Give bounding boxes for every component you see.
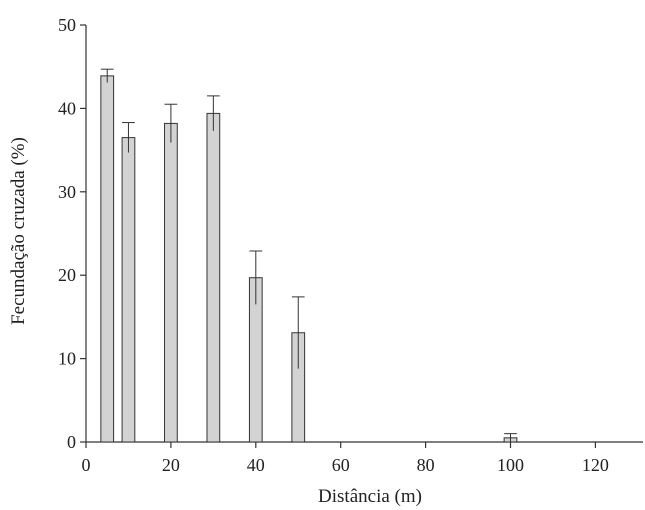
bar-group <box>206 95 221 443</box>
y-tick-label: 40 <box>58 98 76 118</box>
y-axis-title: Fecundação cruzada (%) <box>8 137 29 325</box>
y-tick-label: 50 <box>58 15 76 35</box>
x-tick-label: 0 <box>82 455 91 475</box>
bar-group <box>248 250 263 443</box>
y-tick-label: 0 <box>67 432 76 452</box>
x-tick-label: 40 <box>247 455 265 475</box>
x-tick-label: 60 <box>332 455 350 475</box>
x-axis-title: Distância (m) <box>318 486 422 507</box>
bar <box>100 75 115 443</box>
bar-group <box>503 433 518 443</box>
x-tick-label: 20 <box>162 455 180 475</box>
y-tick-label: 10 <box>58 349 76 369</box>
bar-group <box>121 122 136 443</box>
bars <box>100 68 518 443</box>
axes <box>85 25 643 443</box>
bar <box>164 122 178 443</box>
bar-group <box>164 103 178 443</box>
bar <box>121 137 136 443</box>
bar-group <box>100 68 115 443</box>
x-tick-label: 80 <box>417 455 435 475</box>
y-tick-label: 20 <box>58 265 76 285</box>
bar-group <box>291 296 306 443</box>
y-tick-label: 30 <box>58 182 76 202</box>
x-tick-label: 100 <box>497 455 524 475</box>
bar <box>206 112 221 443</box>
x-tick-label: 120 <box>582 455 609 475</box>
ticks: 0 10 20 30 40 50 0 20 40 60 80 100 120 <box>58 15 609 475</box>
